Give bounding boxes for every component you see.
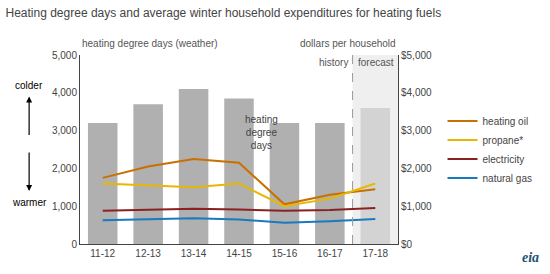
svg-text:15-16: 15-16 [272,248,298,259]
svg-text:$5,000: $5,000 [401,50,432,61]
svg-text:3,000: 3,000 [52,125,77,136]
svg-text:warmer: warmer [12,197,47,208]
svg-text:dollars per household: dollars per household [300,38,396,49]
svg-text:0: 0 [71,239,77,250]
svg-text:forecast: forecast [358,57,394,68]
svg-text:1,000: 1,000 [52,201,77,212]
svg-text:2,000: 2,000 [52,163,77,174]
svg-text:$4,000: $4,000 [401,87,432,98]
svg-text:eia: eia [522,250,539,265]
svg-text:11-12: 11-12 [90,248,115,259]
svg-text:electricity: electricity [483,154,525,165]
svg-text:propane*: propane* [483,135,524,146]
svg-text:$1,000: $1,000 [401,201,432,212]
svg-text:heating degree days (weather): heating degree days (weather) [82,38,218,49]
svg-text:history: history [319,57,348,68]
svg-text:$3,000: $3,000 [401,125,432,136]
svg-text:13-14: 13-14 [181,248,207,259]
svg-text:4,000: 4,000 [52,87,77,98]
svg-text:natural gas: natural gas [483,173,532,184]
svg-text:5,000: 5,000 [52,50,77,61]
svg-text:heatingdegreedays: heatingdegreedays [245,114,278,151]
svg-text:17-18: 17-18 [363,248,389,259]
svg-text:12-13: 12-13 [135,248,161,259]
svg-text:$2,000: $2,000 [401,163,432,174]
svg-text:16-17: 16-17 [317,248,343,259]
svg-text:14-15: 14-15 [226,248,252,259]
svg-text:heating oil: heating oil [483,116,529,127]
svg-text:colder: colder [15,80,43,91]
svg-text:Heating degree days and averag: Heating degree days and average winter h… [6,6,442,20]
svg-text:$0: $0 [401,239,413,250]
